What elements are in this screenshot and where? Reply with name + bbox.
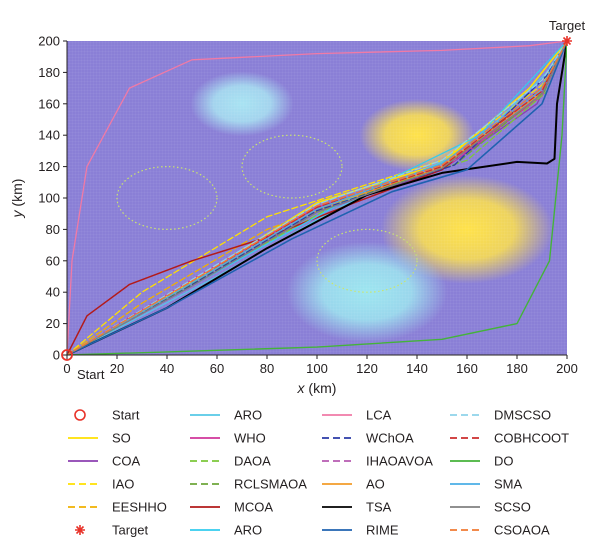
x-tick-label: 120 [356, 361, 378, 376]
legend-swatch [75, 525, 85, 535]
y-tick-label: 60 [46, 253, 60, 268]
legend-label: EESHHO [112, 500, 167, 515]
legend-label: MCOA [234, 500, 273, 515]
y-axis-title: y (km) [9, 179, 25, 219]
legend-item-rclsmaoa: RCLSMAOA [190, 477, 307, 492]
x-tick-label: 80 [260, 361, 274, 376]
y-tick-label: 80 [46, 222, 60, 237]
start-marker [61, 349, 73, 361]
legend-label: ARO [234, 408, 262, 423]
legend-item-target: Target [75, 523, 149, 538]
x-tick-label: 140 [406, 361, 428, 376]
x-tick-label: 200 [556, 361, 578, 376]
legend-item-rime: RIME [322, 523, 399, 538]
legend-label: ARO [234, 523, 262, 538]
legend-label: LCA [366, 408, 392, 423]
y-tick-label: 160 [38, 96, 60, 111]
legend-label: WChOA [366, 431, 414, 446]
legend-label: RIME [366, 523, 399, 538]
legend-swatch [74, 409, 86, 421]
x-tick-label: 20 [110, 361, 124, 376]
legend-label: DO [494, 454, 514, 469]
series-line-do [67, 41, 567, 355]
legend-label: WHO [234, 431, 266, 446]
legend-item-ihaoavoa: IHAOAVOA [322, 454, 433, 469]
legend-item-dmscso: DMSCSO [450, 408, 551, 423]
legend-item-lca: LCA [322, 408, 392, 423]
x-tick-label: 40 [160, 361, 174, 376]
legend-label: Start [112, 408, 140, 423]
legend-label: Target [112, 523, 149, 538]
start-label: Start [77, 367, 105, 382]
target-marker [562, 36, 572, 46]
legend: Start SO COA IAO EESHHO Target ARO WHO DAOA RCLSM… [68, 408, 569, 538]
legend-item-daoa: DAOA [190, 454, 271, 469]
legend-item-iao: IAO [68, 477, 134, 492]
x-axis-unit: (km) [305, 380, 337, 396]
legend-label: DMSCSO [494, 408, 551, 423]
legend-item-coa: COA [68, 454, 141, 469]
plot-grid [67, 41, 567, 355]
series-line-scso [67, 41, 567, 355]
axes: 0 20 40 60 80 100 120 140 160 180 200 0 20 40 60 80 100 1… [9, 18, 585, 396]
x-tick-label: 100 [306, 361, 328, 376]
legend-item-scso: SCSO [450, 500, 531, 515]
legend-item-start: Start [74, 408, 140, 423]
legend-label: IAO [112, 477, 134, 492]
y-axis-unit: (km) [9, 179, 25, 211]
series-line-dmscso [67, 41, 567, 355]
legend-item-aro: ARO [190, 408, 262, 423]
legend-label: SO [112, 431, 131, 446]
legend-item-aro: ARO [190, 523, 262, 538]
y-tick-label: 40 [46, 285, 60, 300]
x-tick-label: 160 [456, 361, 478, 376]
series-line-lca [67, 41, 567, 355]
legend-label: COA [112, 454, 141, 469]
legend-label: RCLSMAOA [234, 477, 307, 492]
x-axis-title: x (km) [297, 380, 337, 396]
legend-label: DAOA [234, 454, 271, 469]
legend-item-cobhcoot: COBHCOOT [450, 431, 569, 446]
legend-item-wchoa: WChOA [322, 431, 414, 446]
y-tick-label: 180 [38, 65, 60, 80]
x-tick-label: 180 [506, 361, 528, 376]
y-tick-label: 100 [38, 191, 60, 206]
series-line-rime [67, 41, 567, 355]
legend-label: SCSO [494, 500, 531, 515]
legend-label: SMA [494, 477, 523, 492]
x-axis-var: x [297, 380, 306, 396]
y-tick-label: 200 [38, 34, 60, 49]
target-label: Target [549, 18, 586, 33]
legend-label: CSOAOA [494, 523, 550, 538]
y-tick-label: 120 [38, 159, 60, 174]
legend-item-ao: AO [322, 477, 385, 492]
series-line-mcoa [67, 41, 567, 355]
y-tick-label: 0 [53, 348, 60, 363]
legend-item-do: DO [450, 454, 514, 469]
legend-label: IHAOAVOA [366, 454, 433, 469]
y-tick-label: 20 [46, 316, 60, 331]
series-line-csoaoa [67, 41, 567, 355]
plot-area [67, 41, 567, 355]
series-line-tsa [67, 41, 567, 355]
series-line-iao [67, 41, 567, 355]
legend-item-tsa: TSA [322, 500, 392, 515]
legend-item-so: SO [68, 431, 131, 446]
legend-label: TSA [366, 500, 392, 515]
x-tick-label: 0 [63, 361, 70, 376]
legend-label: COBHCOOT [494, 431, 569, 446]
legend-item-mcoa: MCOA [190, 500, 273, 515]
x-tick-label: 60 [210, 361, 224, 376]
y-axis-var: y [9, 209, 25, 218]
legend-item-sma: SMA [450, 477, 523, 492]
y-tick-label: 140 [38, 128, 60, 143]
legend-item-csoaoa: CSOAOA [450, 523, 550, 538]
legend-item-who: WHO [190, 431, 266, 446]
legend-label: AO [366, 477, 385, 492]
legend-item-eeshho: EESHHO [68, 500, 167, 515]
